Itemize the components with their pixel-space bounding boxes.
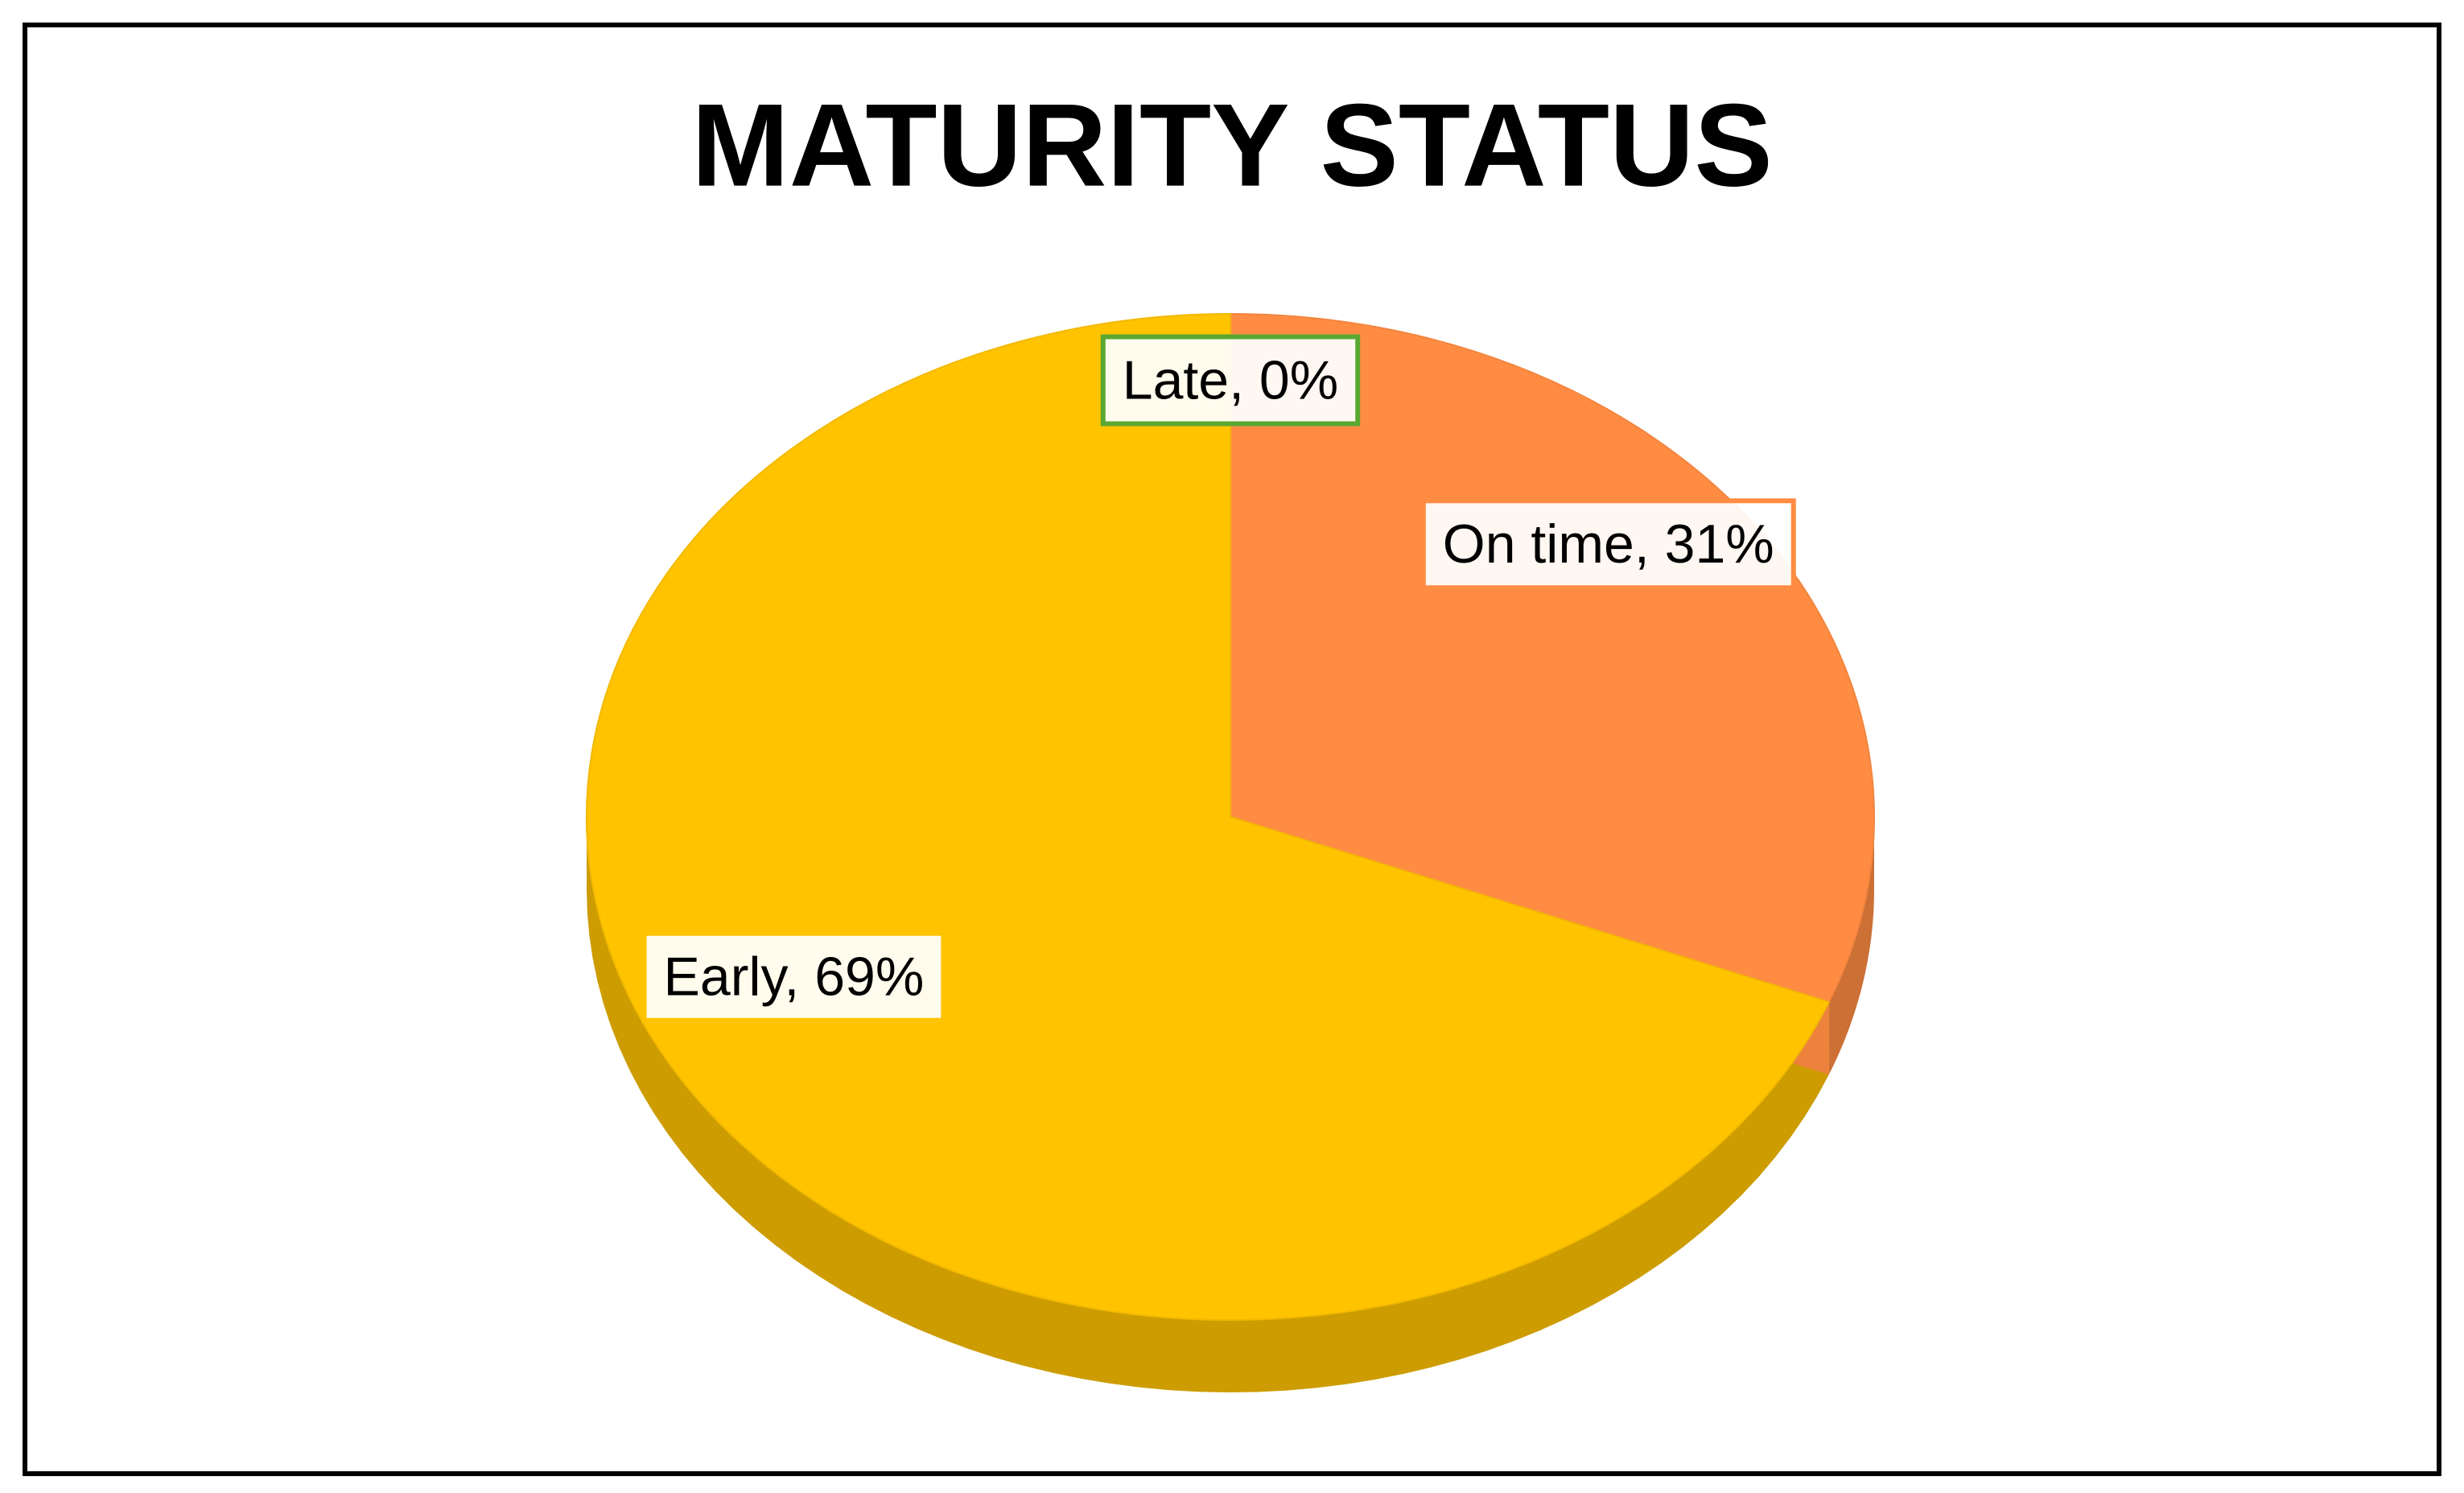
data-label: Early, 69% bbox=[664, 947, 925, 1008]
data-label: Late, 0% bbox=[1123, 349, 1338, 410]
slice bbox=[586, 312, 1831, 1321]
data-label-box bbox=[641, 930, 946, 1023]
chart-title: MATURITY STATUS bbox=[691, 80, 1773, 211]
data-label-box bbox=[1100, 334, 1361, 427]
slice-side bbox=[587, 817, 1829, 1392]
slice-side bbox=[1828, 817, 1874, 1075]
data-label-box bbox=[1420, 498, 1796, 591]
data-label: On time, 31% bbox=[1443, 513, 1774, 575]
